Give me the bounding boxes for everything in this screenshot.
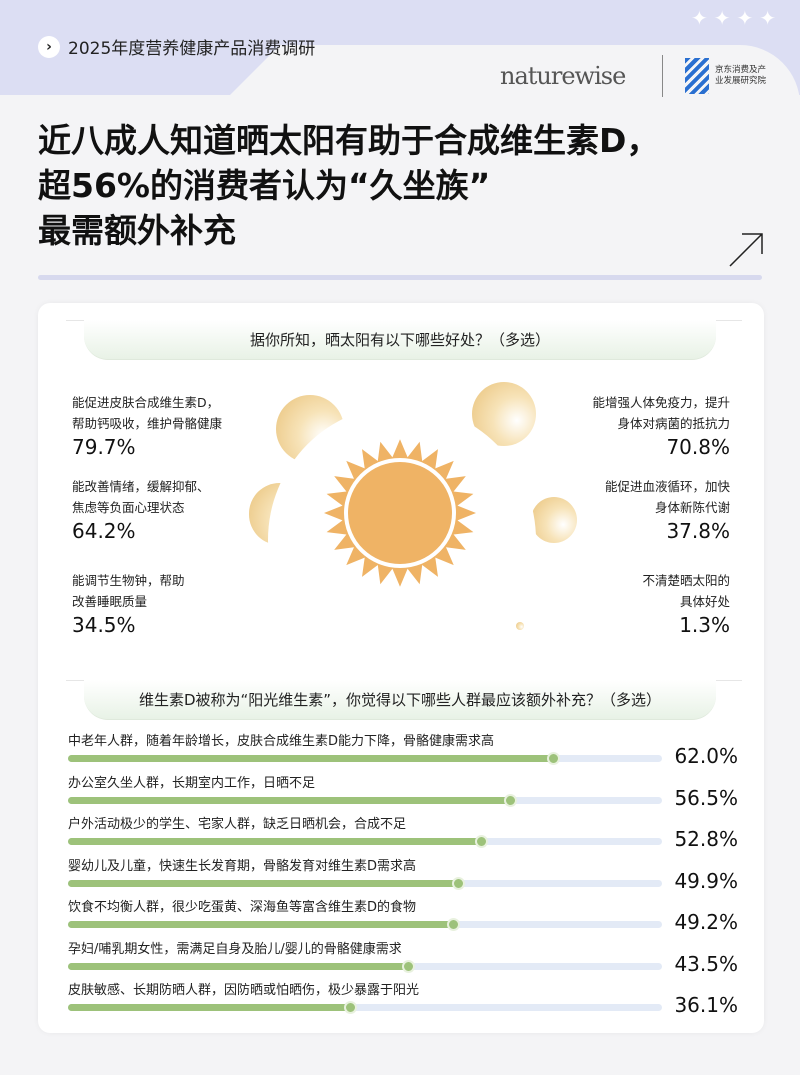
sun-disc bbox=[348, 462, 452, 564]
naturewise-logo: naturewise bbox=[500, 62, 626, 90]
benefit-item: 能改善情绪，缓解抑郁、 焦虑等负面心理状态 64.2% bbox=[72, 476, 210, 544]
question-2-title: 维生素D被称为“阳光维生素”，你觉得以下哪些人群最应该额外补充？（多选） bbox=[84, 680, 716, 720]
bar-value: 36.1% bbox=[674, 993, 738, 1017]
bar-track bbox=[68, 835, 662, 848]
bar-label: 办公室久坐人群，长期室内工作，日晒不足 bbox=[68, 775, 316, 791]
benefit-label: 改善睡眠质量 bbox=[72, 594, 148, 609]
bar-fill bbox=[68, 1004, 351, 1011]
benefit-value: 34.5% bbox=[72, 613, 136, 637]
benefit-value: 70.8% bbox=[666, 435, 730, 459]
institute-name: 京东消费及产业发展研究院 bbox=[715, 65, 767, 86]
report-kicker: › 2025年度营养健康产品消费调研 bbox=[38, 34, 315, 59]
benefit-bubble bbox=[515, 621, 525, 631]
benefit-label: 能促进皮肤合成维生素D， bbox=[72, 395, 220, 410]
title-line: 近八成人知道晒太阳有助于合成维生素D， bbox=[38, 121, 660, 160]
bar-track bbox=[68, 1001, 662, 1014]
bar-label: 婴幼儿及儿童，快速生长发育期，骨骼发育对维生素D需求高 bbox=[68, 858, 417, 874]
benefit-label: 能增强人体免疫力，提升 bbox=[592, 395, 730, 410]
bar-fill bbox=[68, 879, 458, 887]
page-title: 近八成人知道晒太阳有助于合成维生素D， 超56%的消费者认为“久坐族” 最需额外补充 bbox=[38, 118, 758, 253]
bar-track bbox=[68, 793, 662, 807]
benefit-value: 1.3% bbox=[679, 613, 730, 637]
logo-divider bbox=[662, 55, 663, 97]
benefit-item: 能调节生物钟，帮助 改善睡眠质量 34.5% bbox=[72, 570, 185, 638]
bar-label: 饮食不均衡人群，很少吃蛋黄、深海鱼等富含维生素D的食物 bbox=[68, 900, 417, 915]
bar-label: 户外活动极少的学生、宅家人群，缺乏日晒机会，合成不足 bbox=[68, 817, 407, 832]
bar-value: 52.8% bbox=[674, 827, 738, 851]
benefit-item: 能增强人体免疫力，提升身体对病菌的抵抗力 70.8% bbox=[520, 392, 730, 460]
question-1-title: 据你所知，晒太阳有以下哪些好处？（多选） bbox=[84, 320, 716, 360]
benefit-item: 不清楚晒太阳的具体好处 1.3% bbox=[520, 570, 730, 638]
arrow-up-right-icon bbox=[729, 233, 763, 267]
benefit-label: 能促进血液循环，加快 bbox=[604, 479, 730, 494]
bar-value: 56.5% bbox=[674, 785, 738, 810]
bar-label: 中老年人群，随着年龄增长，皮肤合成维生素D能力下降，骨骼健康需求高 bbox=[68, 734, 495, 749]
benefit-label: 能调节生物钟，帮助 bbox=[72, 573, 185, 588]
benefit-value: 37.8% bbox=[666, 519, 730, 543]
bar-knob bbox=[503, 793, 517, 807]
bar-value: 43.5% bbox=[674, 951, 738, 976]
bar-value: 62.0% bbox=[674, 744, 738, 768]
bar-knob bbox=[446, 918, 460, 931]
bar-value: 49.2% bbox=[674, 910, 738, 934]
bar-knob bbox=[474, 835, 488, 848]
benefit-label: 具体好处 bbox=[679, 594, 730, 609]
title-line: 超56%的消费者认为“久坐族” bbox=[38, 166, 491, 205]
bar-fill bbox=[68, 755, 553, 762]
report-kicker-text: 2025年度营养健康产品消费调研 bbox=[68, 39, 316, 59]
title-divider bbox=[38, 275, 762, 280]
bar-fill bbox=[68, 838, 481, 845]
benefit-value: 64.2% bbox=[72, 519, 136, 543]
bar-label: 孕妇/哺乳期女性，需满足自身及胎儿/婴儿的骨骼健康需求 bbox=[68, 941, 402, 957]
title-line: 最需额外补充 bbox=[38, 211, 236, 250]
benefit-label: 帮助钙吸收，维护骨骼健康 bbox=[72, 416, 223, 431]
benefit-item: 能促进血液循环，加快身体新陈代谢 37.8% bbox=[520, 476, 730, 544]
benefit-item: 能促进皮肤合成维生素D， 帮助钙吸收，维护骨骼健康 79.7% bbox=[72, 392, 222, 460]
institute-mark-icon bbox=[685, 58, 709, 94]
bar-track bbox=[68, 876, 662, 890]
bar-fill bbox=[68, 962, 408, 970]
benefit-label: 能改善情绪，缓解抑郁、 bbox=[72, 479, 210, 494]
bar-track bbox=[68, 752, 662, 765]
bar-value: 49.9% bbox=[674, 868, 738, 893]
institute-logo: 京东消费及产业发展研究院 bbox=[685, 58, 773, 94]
bar-fill bbox=[68, 921, 453, 928]
bar-track bbox=[68, 918, 662, 931]
bar-knob bbox=[452, 876, 465, 890]
benefit-label: 身体对病菌的抵抗力 bbox=[617, 416, 730, 431]
sun-icon bbox=[324, 439, 476, 587]
bar-track bbox=[68, 959, 662, 973]
bar-label: 皮肤敏感、长期防晒人群，因防晒或怕晒伤，极少暴露于阳光 bbox=[68, 983, 420, 998]
benefit-label: 焦虑等负面心理状态 bbox=[72, 500, 185, 515]
benefit-value: 79.7% bbox=[72, 435, 136, 459]
bar-fill bbox=[68, 796, 510, 804]
bar-knob bbox=[401, 959, 415, 973]
bar-knob bbox=[546, 752, 560, 765]
benefit-label: 不清楚晒太阳的 bbox=[642, 573, 730, 588]
benefit-bubble bbox=[530, 496, 578, 544]
chevron-right-icon: › bbox=[38, 35, 60, 58]
stars-decoration: ✦✦✦✦ bbox=[690, 6, 782, 30]
bar-knob bbox=[344, 1001, 358, 1014]
benefit-label: 身体新陈代谢 bbox=[654, 500, 730, 515]
